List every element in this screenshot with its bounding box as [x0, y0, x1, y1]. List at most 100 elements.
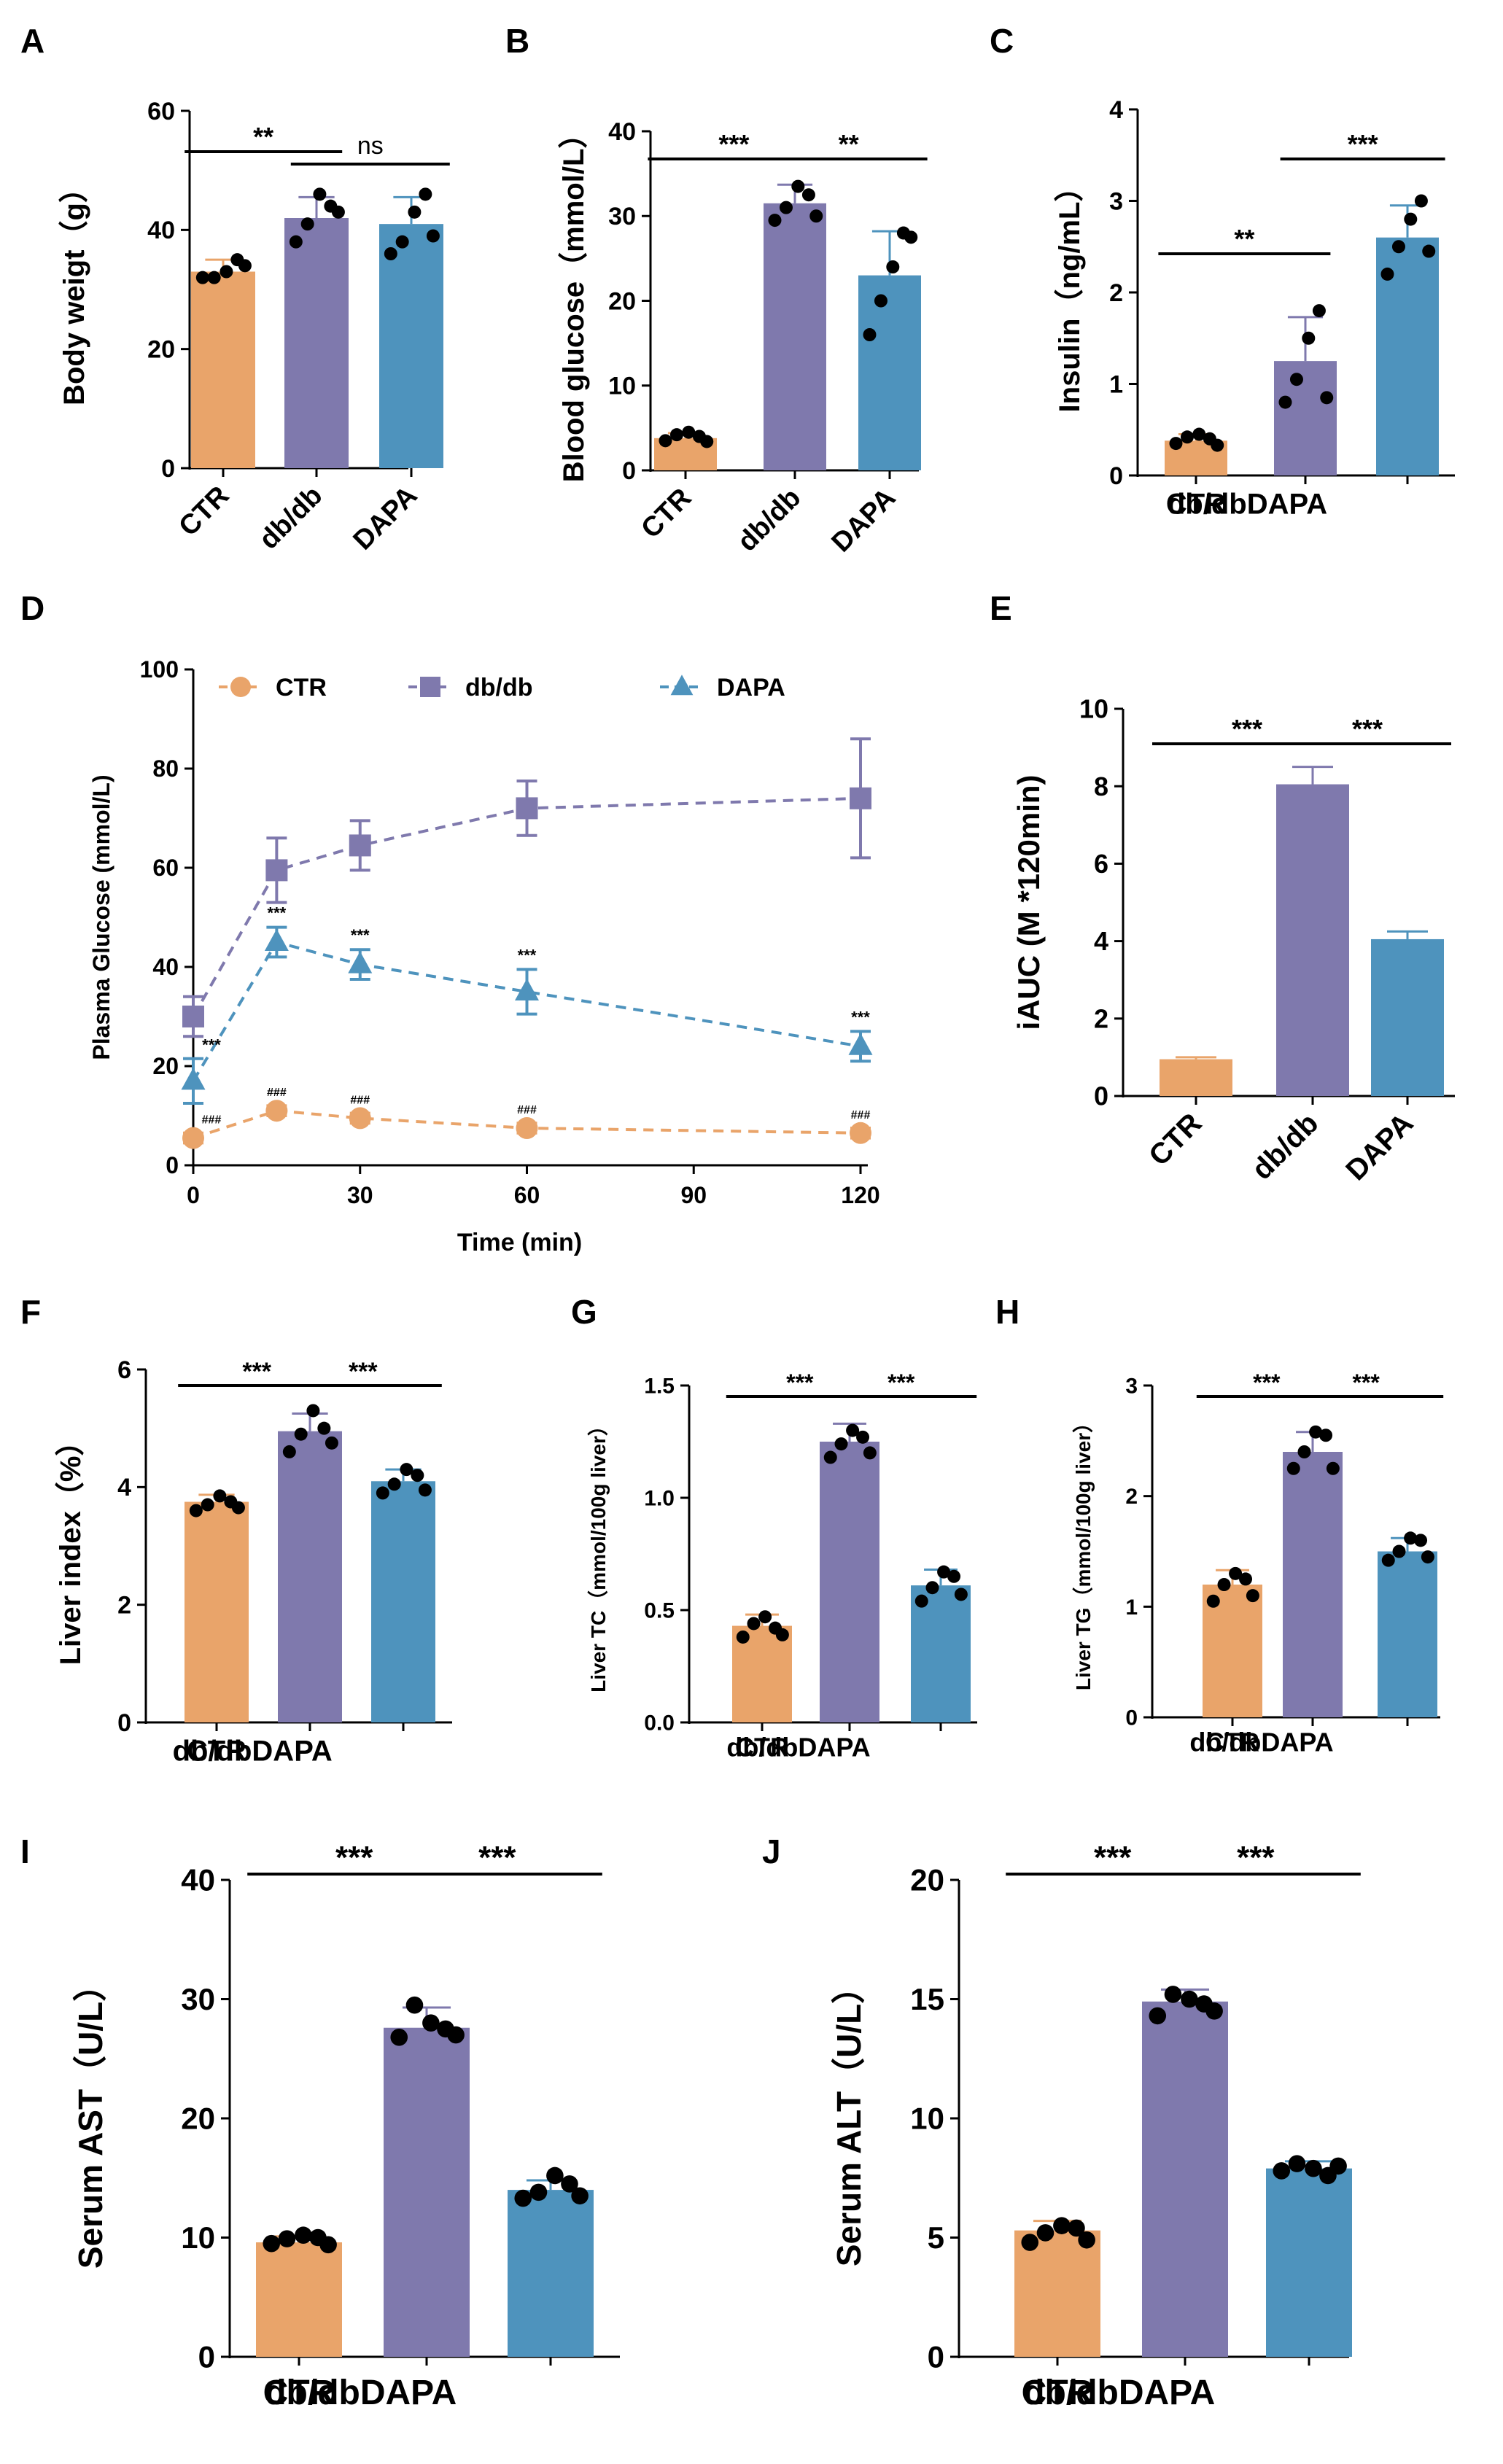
data-point: [846, 1423, 860, 1437]
data-point: [937, 1565, 951, 1579]
significance-label: ###: [267, 1087, 287, 1099]
y-tick-label: 0.0: [644, 1711, 675, 1736]
y-tick-label: 30: [181, 1982, 215, 2016]
y-tick-label: 4: [1109, 96, 1123, 124]
data-point: [736, 1630, 750, 1644]
x-tick-label: DAPA: [1247, 489, 1327, 521]
data-point: [1381, 1553, 1395, 1567]
data-point: [1192, 427, 1206, 441]
y-axis-label: Serum AST（U/L）: [71, 1968, 109, 2269]
y-tick-label: 20: [910, 1863, 944, 1897]
data-point: [1286, 1461, 1300, 1475]
point-CTR: [349, 1107, 371, 1130]
panel-G: G 0.0 0.5 1.0 1.5 Liver TC（mmol/100g liver） CT…: [571, 1293, 977, 1763]
bar-dbdb: [1274, 361, 1337, 475]
data-point: [874, 294, 888, 308]
x-tick-label: CTR: [187, 1736, 246, 1768]
significance-label: ***: [518, 946, 537, 964]
data-point: [791, 179, 805, 193]
bar-dbdb: [764, 203, 826, 470]
significance-label: ***: [786, 1369, 814, 1396]
y-tick-label: 0: [161, 455, 175, 483]
panel-label: B: [505, 22, 529, 60]
y-tick-label: 1: [1125, 1596, 1138, 1620]
y-tick-label: 20: [152, 1053, 179, 1079]
data-point: [1278, 395, 1292, 409]
significance-label: ***: [242, 1358, 271, 1385]
data-point: [1297, 1445, 1311, 1458]
y-axis-label: Liver index（%）: [55, 1427, 87, 1666]
bar-CTR: [185, 1501, 249, 1722]
data-point: [856, 1430, 870, 1444]
data-point: [1404, 212, 1418, 226]
data-point: [384, 247, 397, 260]
bar-CTR: [191, 271, 255, 468]
data-point: [331, 205, 345, 219]
y-axis-label: Body weigt（g）: [58, 174, 90, 405]
data-point: [768, 214, 782, 228]
panel-label: I: [20, 1833, 30, 1870]
data-point: [1078, 2231, 1095, 2249]
point-dbdb: [182, 1006, 204, 1027]
data-point: [238, 259, 252, 273]
y-tick-label: 40: [181, 1863, 215, 1897]
y-tick-label: 3: [1125, 1375, 1138, 1399]
panel-A: A 0 20 40 60 Body weigt（g） CTR db/db DAPA ** ns: [20, 22, 450, 556]
significance-label: ***: [349, 1358, 378, 1385]
data-point: [419, 187, 432, 201]
data-point: [300, 217, 314, 231]
panel-B: B 0 10 20 30 40 Blood glucose（mmol/L） CTR db/db D…: [505, 22, 928, 559]
data-point: [376, 1486, 389, 1500]
y-tick-label: 10: [910, 2102, 944, 2136]
x-tick-labels: CTRdb/dbDAPA: [1189, 1727, 1333, 1757]
point-CTR: [265, 1100, 288, 1122]
legend-label: DAPA: [717, 674, 785, 701]
point-dbdb: [516, 797, 538, 820]
data-point: [1288, 2155, 1306, 2172]
bar-dbdb: [1283, 1452, 1343, 1717]
point-DAPA: [264, 929, 289, 951]
data-point: [1404, 1531, 1418, 1545]
data-point: [405, 1996, 424, 2014]
panel-H: H 0 1 2 3 Liver TG（mmol/100g liver） CTRdb/dbDA…: [995, 1293, 1444, 1757]
data-point: [1421, 1550, 1434, 1564]
x-tick-labels: CTRdb/dbDAPA: [1166, 489, 1327, 521]
data-point: [834, 1437, 848, 1451]
point-dbdb: [850, 787, 871, 809]
significance-label: ***: [718, 129, 749, 159]
data-point: [1319, 1429, 1333, 1442]
panel-D: D 0 20 40 60 80 100 0 30 60 90 120 Time (min) Plasma …: [20, 589, 880, 1256]
significance-label: ***: [478, 1840, 516, 1876]
y-tick-label: 2: [1109, 279, 1123, 307]
y-tick-label: 6: [1094, 849, 1108, 879]
y-tick-label: 0: [1125, 1706, 1138, 1730]
series-line-CTR: [193, 1109, 861, 1140]
point-DAPA: [181, 1068, 206, 1090]
data-point: [289, 235, 303, 249]
y-tick-label: 1: [1109, 370, 1123, 398]
bar-DAPA: [911, 1585, 971, 1722]
data-point: [213, 1489, 227, 1503]
data-point: [1036, 2224, 1055, 2242]
x-tick-label: CTR: [1143, 1107, 1208, 1172]
x-tick-label: db/db: [254, 481, 329, 556]
panel-label: J: [762, 1833, 781, 1870]
panel-label: C: [990, 22, 1014, 60]
y-axis-label: Blood glucose（mmol/L）: [558, 120, 590, 483]
y-tick-label: 0.5: [644, 1599, 675, 1623]
data-point: [954, 1587, 968, 1601]
data-point: [1273, 2162, 1291, 2180]
data-point: [1181, 1990, 1198, 2008]
y-tick-label: 10: [181, 2220, 215, 2255]
panel-I: I 0 10 20 30 40 Serum AST（U/L） CTRdb/dbDAPA *** *…: [20, 1833, 620, 2412]
significance-label: ###: [350, 1094, 370, 1106]
data-point: [1392, 1544, 1406, 1558]
data-point: [1414, 1534, 1428, 1547]
y-tick-label: 2: [117, 1592, 131, 1620]
y-tick-label: 20: [147, 336, 175, 364]
point-dbdb: [265, 859, 288, 882]
data-point: [422, 2014, 440, 2032]
x-tick-label: DAPA: [798, 1733, 870, 1763]
significance-label: ***: [1352, 714, 1383, 744]
